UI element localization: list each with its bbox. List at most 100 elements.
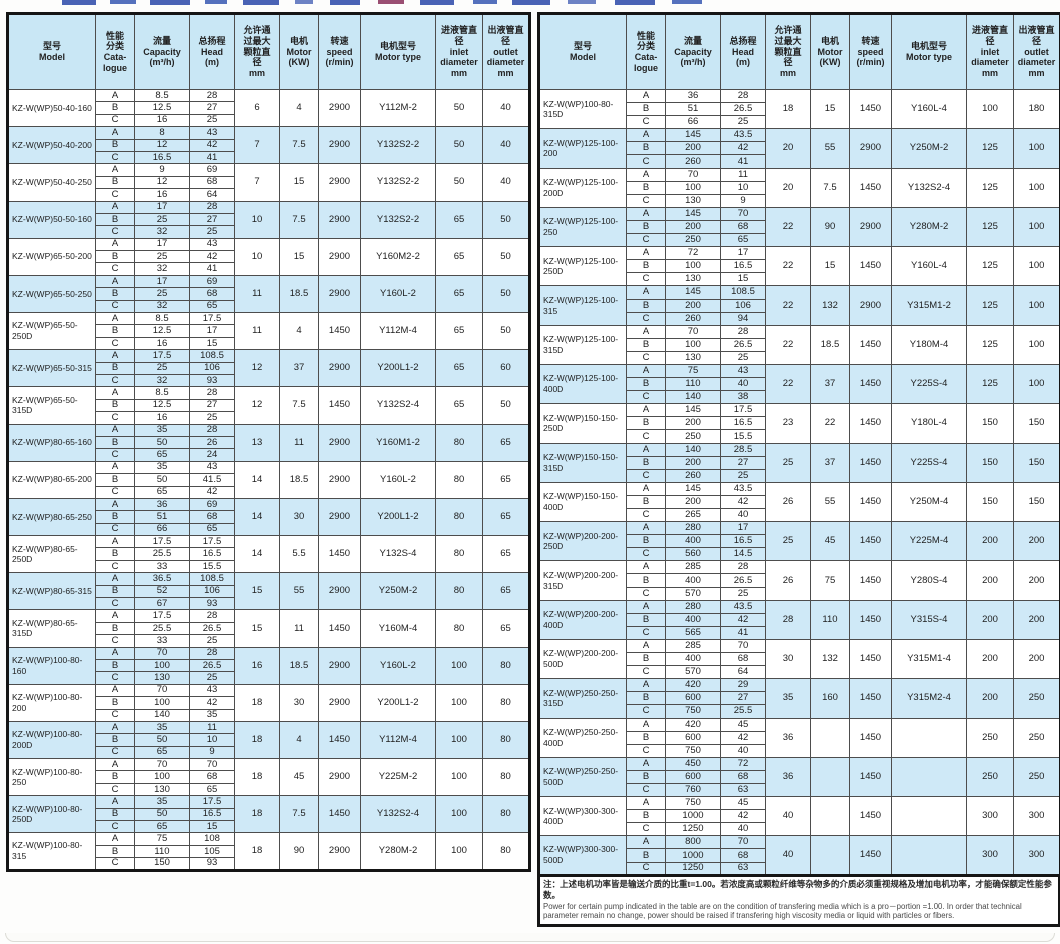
motor-kw-cell: 132 (810, 638, 850, 680)
capacity-cell: 8 (134, 126, 190, 140)
head-cell: 28 (189, 609, 235, 623)
head-cell: 15 (189, 820, 235, 834)
head-cell: 10 (189, 733, 235, 747)
head-cell: 15 (189, 336, 235, 351)
outlet-diameter-cell: 100 (1013, 206, 1060, 248)
outlet-diameter-cell: 100 (1013, 285, 1060, 326)
col-header-motor-type: 电机型号 Motor type (891, 13, 967, 90)
head-cell: 42 (720, 730, 766, 745)
motor-type-cell: Y160L-2 (360, 646, 436, 685)
catalogue-cell: B (95, 212, 135, 227)
capacity-cell: 17.5 (134, 349, 190, 363)
inlet-diameter-cell: 300 (966, 796, 1014, 837)
spec-row: KZ-W(WP)80-65-250 A 36 69 14 30 2900 Y200L1-2 80… (7, 497, 530, 537)
motor-kw-cell: 30 (279, 497, 319, 537)
spec-row: KZ-W(WP)150-150-315D A 140 28.5 25 37 1450 Y225… (538, 442, 1060, 483)
catalogue-cell: B (626, 494, 666, 510)
speed-cell: 2900 (318, 646, 361, 685)
speed-cell: 1450 (849, 717, 892, 758)
model-cell: KZ-W(WP)80-65-250D (7, 535, 96, 574)
head-cell: 17.5 (189, 312, 235, 326)
outlet-diameter-cell: 200 (1013, 560, 1060, 601)
catalogue-cell: B (95, 621, 135, 636)
motor-type-cell (891, 796, 967, 837)
head-cell: 45 (720, 796, 766, 811)
motor-kw-cell: 75 (810, 560, 850, 601)
spec-row: C 260 25 (539, 468, 1060, 483)
col-header-particle: 允许通 过最大 颗粒直 径 mm (234, 13, 280, 90)
head-cell: 68 (189, 770, 235, 784)
spec-row: B 100 16.5 (539, 259, 1060, 274)
catalogue-cell: B (95, 473, 135, 487)
spec-row: KZ-W(WP)65-50-250D A 8.5 17.5 11 4 1450 Y112M-4… (7, 312, 530, 351)
spec-row: C 66 25 (539, 115, 1060, 130)
capacity-cell: 16 (134, 336, 190, 351)
spec-row: C 250 65 (539, 233, 1060, 248)
capacity-cell: 17 (134, 200, 190, 214)
catalogue-cell: B (626, 573, 666, 588)
inlet-diameter-cell: 80 (435, 609, 483, 648)
catalogue-cell: C (626, 861, 666, 876)
inlet-diameter-cell: 125 (966, 324, 1014, 365)
head-cell: 41 (720, 625, 766, 640)
head-cell: 26.5 (189, 658, 235, 673)
spec-row: C 570 64 (539, 665, 1060, 680)
spec-row: KZ-W(WP)125-100-250 A 145 70 22 90 2900 Y280M-2… (538, 206, 1060, 248)
catalogue-cell: C (626, 665, 666, 680)
model-cell: KZ-W(WP)150-150-315D (538, 442, 627, 483)
particle-cell: 15 (234, 572, 280, 611)
spec-row: KZ-W(WP)125-100-200D A 70 11 20 7.5 1450 Y132S2… (538, 167, 1060, 208)
speed-cell: 2900 (318, 237, 361, 276)
capacity-cell: 12.5 (134, 101, 190, 115)
speed-cell: 1450 (849, 324, 892, 365)
head-cell: 28.5 (720, 442, 766, 457)
motor-kw-cell: 15 (810, 88, 850, 130)
spec-row: B 400 16.5 (539, 534, 1060, 549)
motor-kw-cell: 90 (279, 832, 319, 871)
particle-cell: 36 (765, 717, 811, 758)
capacity-cell: 16 (134, 188, 190, 202)
capacity-cell: 750 (665, 796, 721, 811)
motor-type-cell: Y132S2-2 (360, 126, 436, 165)
catalogue-cell: B (626, 809, 666, 824)
head-cell: 42 (189, 485, 235, 499)
inlet-diameter-cell: 125 (966, 285, 1014, 326)
motor-kw-cell: 15 (279, 163, 319, 202)
capacity-cell: 100 (134, 658, 190, 673)
capacity-cell: 200 (665, 298, 721, 313)
spec-row: B 25 106 (8, 361, 530, 376)
spec-row: C 16.5 41 (8, 150, 530, 165)
motor-kw-cell: 11 (279, 423, 319, 462)
speed-cell: 1450 (849, 481, 892, 523)
catalogue-cell: B (626, 219, 666, 235)
model-cell: KZ-W(WP)65-50-315D (7, 386, 96, 425)
spec-row: B 25 68 (8, 287, 530, 301)
head-cell: 25 (720, 350, 766, 365)
inlet-diameter-cell: 80 (435, 535, 483, 574)
capacity-cell: 100 (665, 180, 721, 195)
inlet-diameter-cell: 100 (435, 720, 483, 760)
capacity-cell: 35 (134, 795, 190, 809)
outlet-diameter-cell: 100 (1013, 167, 1060, 208)
particle-cell: 18 (234, 795, 280, 834)
head-cell: 41.5 (189, 473, 235, 487)
catalogue-cell: C (95, 150, 135, 165)
catalogue-cell: C (626, 468, 666, 483)
catalogue-cell: B (95, 844, 135, 859)
speed-cell: 2900 (318, 758, 361, 797)
particle-cell: 15 (234, 609, 280, 648)
head-cell: 25 (189, 113, 235, 128)
capacity-cell: 150 (134, 857, 190, 871)
capacity-cell: 32 (134, 262, 190, 276)
spec-row: KZ-W(WP)80-65-200 A 35 43 14 18.5 2900 Y160L-2 8… (7, 460, 530, 499)
outlet-diameter-cell: 250 (1013, 678, 1060, 719)
model-cell: KZ-W(WP)125-100-200 (538, 128, 627, 169)
head-cell: 108 (189, 832, 235, 846)
catalogue-cell: C (95, 411, 135, 425)
spec-row: KZ-W(WP)150-150-250D A 145 17.5 23 22 1450 Y180… (538, 403, 1060, 444)
motor-kw-cell: 37 (279, 349, 319, 388)
spec-row: C 66 65 (8, 522, 530, 537)
head-cell: 26.5 (720, 573, 766, 588)
outlet-diameter-cell: 65 (482, 572, 530, 611)
catalogue-cell: C (626, 429, 666, 444)
